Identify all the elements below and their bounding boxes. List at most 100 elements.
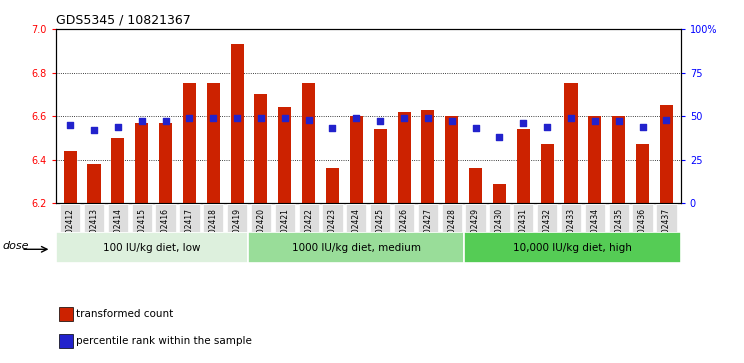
Text: GSM1502424: GSM1502424	[352, 208, 361, 259]
Text: GSM1502429: GSM1502429	[471, 208, 480, 259]
FancyBboxPatch shape	[155, 204, 176, 262]
Point	[184, 115, 196, 121]
Text: 1000 IU/kg diet, medium: 1000 IU/kg diet, medium	[292, 243, 421, 253]
FancyBboxPatch shape	[609, 204, 629, 262]
FancyBboxPatch shape	[346, 204, 367, 262]
Bar	[612, 116, 625, 203]
FancyBboxPatch shape	[656, 204, 676, 262]
Text: 10,000 IU/kg diet, high: 10,000 IU/kg diet, high	[513, 243, 632, 253]
Point	[374, 118, 386, 124]
Text: GSM1502432: GSM1502432	[542, 208, 552, 259]
Text: GSM1502423: GSM1502423	[328, 208, 337, 259]
FancyBboxPatch shape	[418, 204, 438, 262]
FancyBboxPatch shape	[370, 204, 391, 262]
Point	[613, 118, 625, 124]
Point	[517, 120, 529, 126]
Text: GSM1502435: GSM1502435	[615, 208, 623, 259]
Text: GSM1502433: GSM1502433	[566, 208, 576, 259]
Point	[469, 126, 481, 131]
Point	[88, 127, 100, 133]
FancyBboxPatch shape	[248, 232, 464, 263]
Text: GSM1502422: GSM1502422	[304, 208, 313, 259]
Bar	[112, 138, 124, 203]
Bar	[350, 116, 363, 203]
Point	[255, 115, 267, 121]
Point	[327, 126, 339, 131]
FancyBboxPatch shape	[203, 204, 223, 262]
Point	[398, 115, 410, 121]
Bar	[207, 83, 219, 203]
Point	[159, 118, 171, 124]
Bar	[159, 123, 172, 203]
Text: GSM1502428: GSM1502428	[447, 208, 456, 259]
Bar	[589, 116, 601, 203]
Text: GSM1502419: GSM1502419	[233, 208, 242, 259]
FancyBboxPatch shape	[251, 204, 271, 262]
Bar	[326, 168, 339, 203]
Bar	[565, 83, 577, 203]
Text: GSM1502427: GSM1502427	[423, 208, 432, 259]
Point	[422, 115, 434, 121]
Text: GSM1502425: GSM1502425	[376, 208, 385, 259]
Point	[350, 115, 362, 121]
Bar	[278, 107, 292, 203]
Bar	[445, 116, 458, 203]
Bar	[87, 164, 100, 203]
Bar	[469, 168, 482, 203]
FancyBboxPatch shape	[298, 204, 318, 262]
Point	[303, 117, 315, 123]
Text: GSM1502415: GSM1502415	[137, 208, 146, 259]
Text: dose: dose	[3, 241, 29, 251]
Bar	[302, 83, 315, 203]
FancyBboxPatch shape	[132, 204, 152, 262]
Bar	[493, 184, 506, 203]
Point	[661, 117, 673, 123]
Bar	[183, 83, 196, 203]
Bar	[421, 110, 434, 203]
Bar	[231, 44, 243, 203]
Point	[637, 124, 649, 130]
FancyBboxPatch shape	[464, 232, 681, 263]
Text: GSM1502416: GSM1502416	[161, 208, 170, 259]
Point	[493, 134, 505, 140]
Text: GSM1502431: GSM1502431	[519, 208, 527, 259]
Text: GSM1502413: GSM1502413	[89, 208, 98, 259]
Bar	[63, 151, 77, 203]
Text: GSM1502437: GSM1502437	[662, 208, 671, 259]
FancyBboxPatch shape	[632, 204, 652, 262]
Text: GSM1502430: GSM1502430	[495, 208, 504, 259]
Text: GDS5345 / 10821367: GDS5345 / 10821367	[56, 13, 190, 26]
Point	[589, 118, 601, 124]
Text: transformed count: transformed count	[77, 309, 173, 319]
FancyBboxPatch shape	[513, 204, 533, 262]
Bar	[254, 94, 268, 203]
Text: percentile rank within the sample: percentile rank within the sample	[77, 336, 252, 346]
FancyBboxPatch shape	[227, 204, 247, 262]
FancyBboxPatch shape	[60, 204, 80, 262]
Text: GSM1502436: GSM1502436	[638, 208, 647, 259]
Bar	[541, 144, 554, 203]
FancyBboxPatch shape	[322, 204, 343, 262]
FancyBboxPatch shape	[108, 204, 128, 262]
FancyBboxPatch shape	[442, 204, 462, 262]
Bar	[135, 123, 148, 203]
Point	[208, 115, 219, 121]
Text: GSM1502412: GSM1502412	[65, 208, 74, 259]
Text: GSM1502426: GSM1502426	[400, 208, 408, 259]
FancyBboxPatch shape	[490, 204, 510, 262]
Text: GSM1502414: GSM1502414	[113, 208, 122, 259]
Point	[112, 124, 124, 130]
Point	[279, 115, 291, 121]
FancyBboxPatch shape	[537, 204, 557, 262]
FancyBboxPatch shape	[84, 204, 104, 262]
FancyBboxPatch shape	[466, 204, 486, 262]
Bar	[397, 112, 411, 203]
Text: GSM1502420: GSM1502420	[257, 208, 266, 259]
Bar	[636, 144, 650, 203]
FancyBboxPatch shape	[275, 204, 295, 262]
Bar	[59, 334, 73, 348]
Point	[446, 118, 458, 124]
Point	[565, 115, 577, 121]
Bar	[660, 105, 673, 203]
Point	[135, 118, 147, 124]
